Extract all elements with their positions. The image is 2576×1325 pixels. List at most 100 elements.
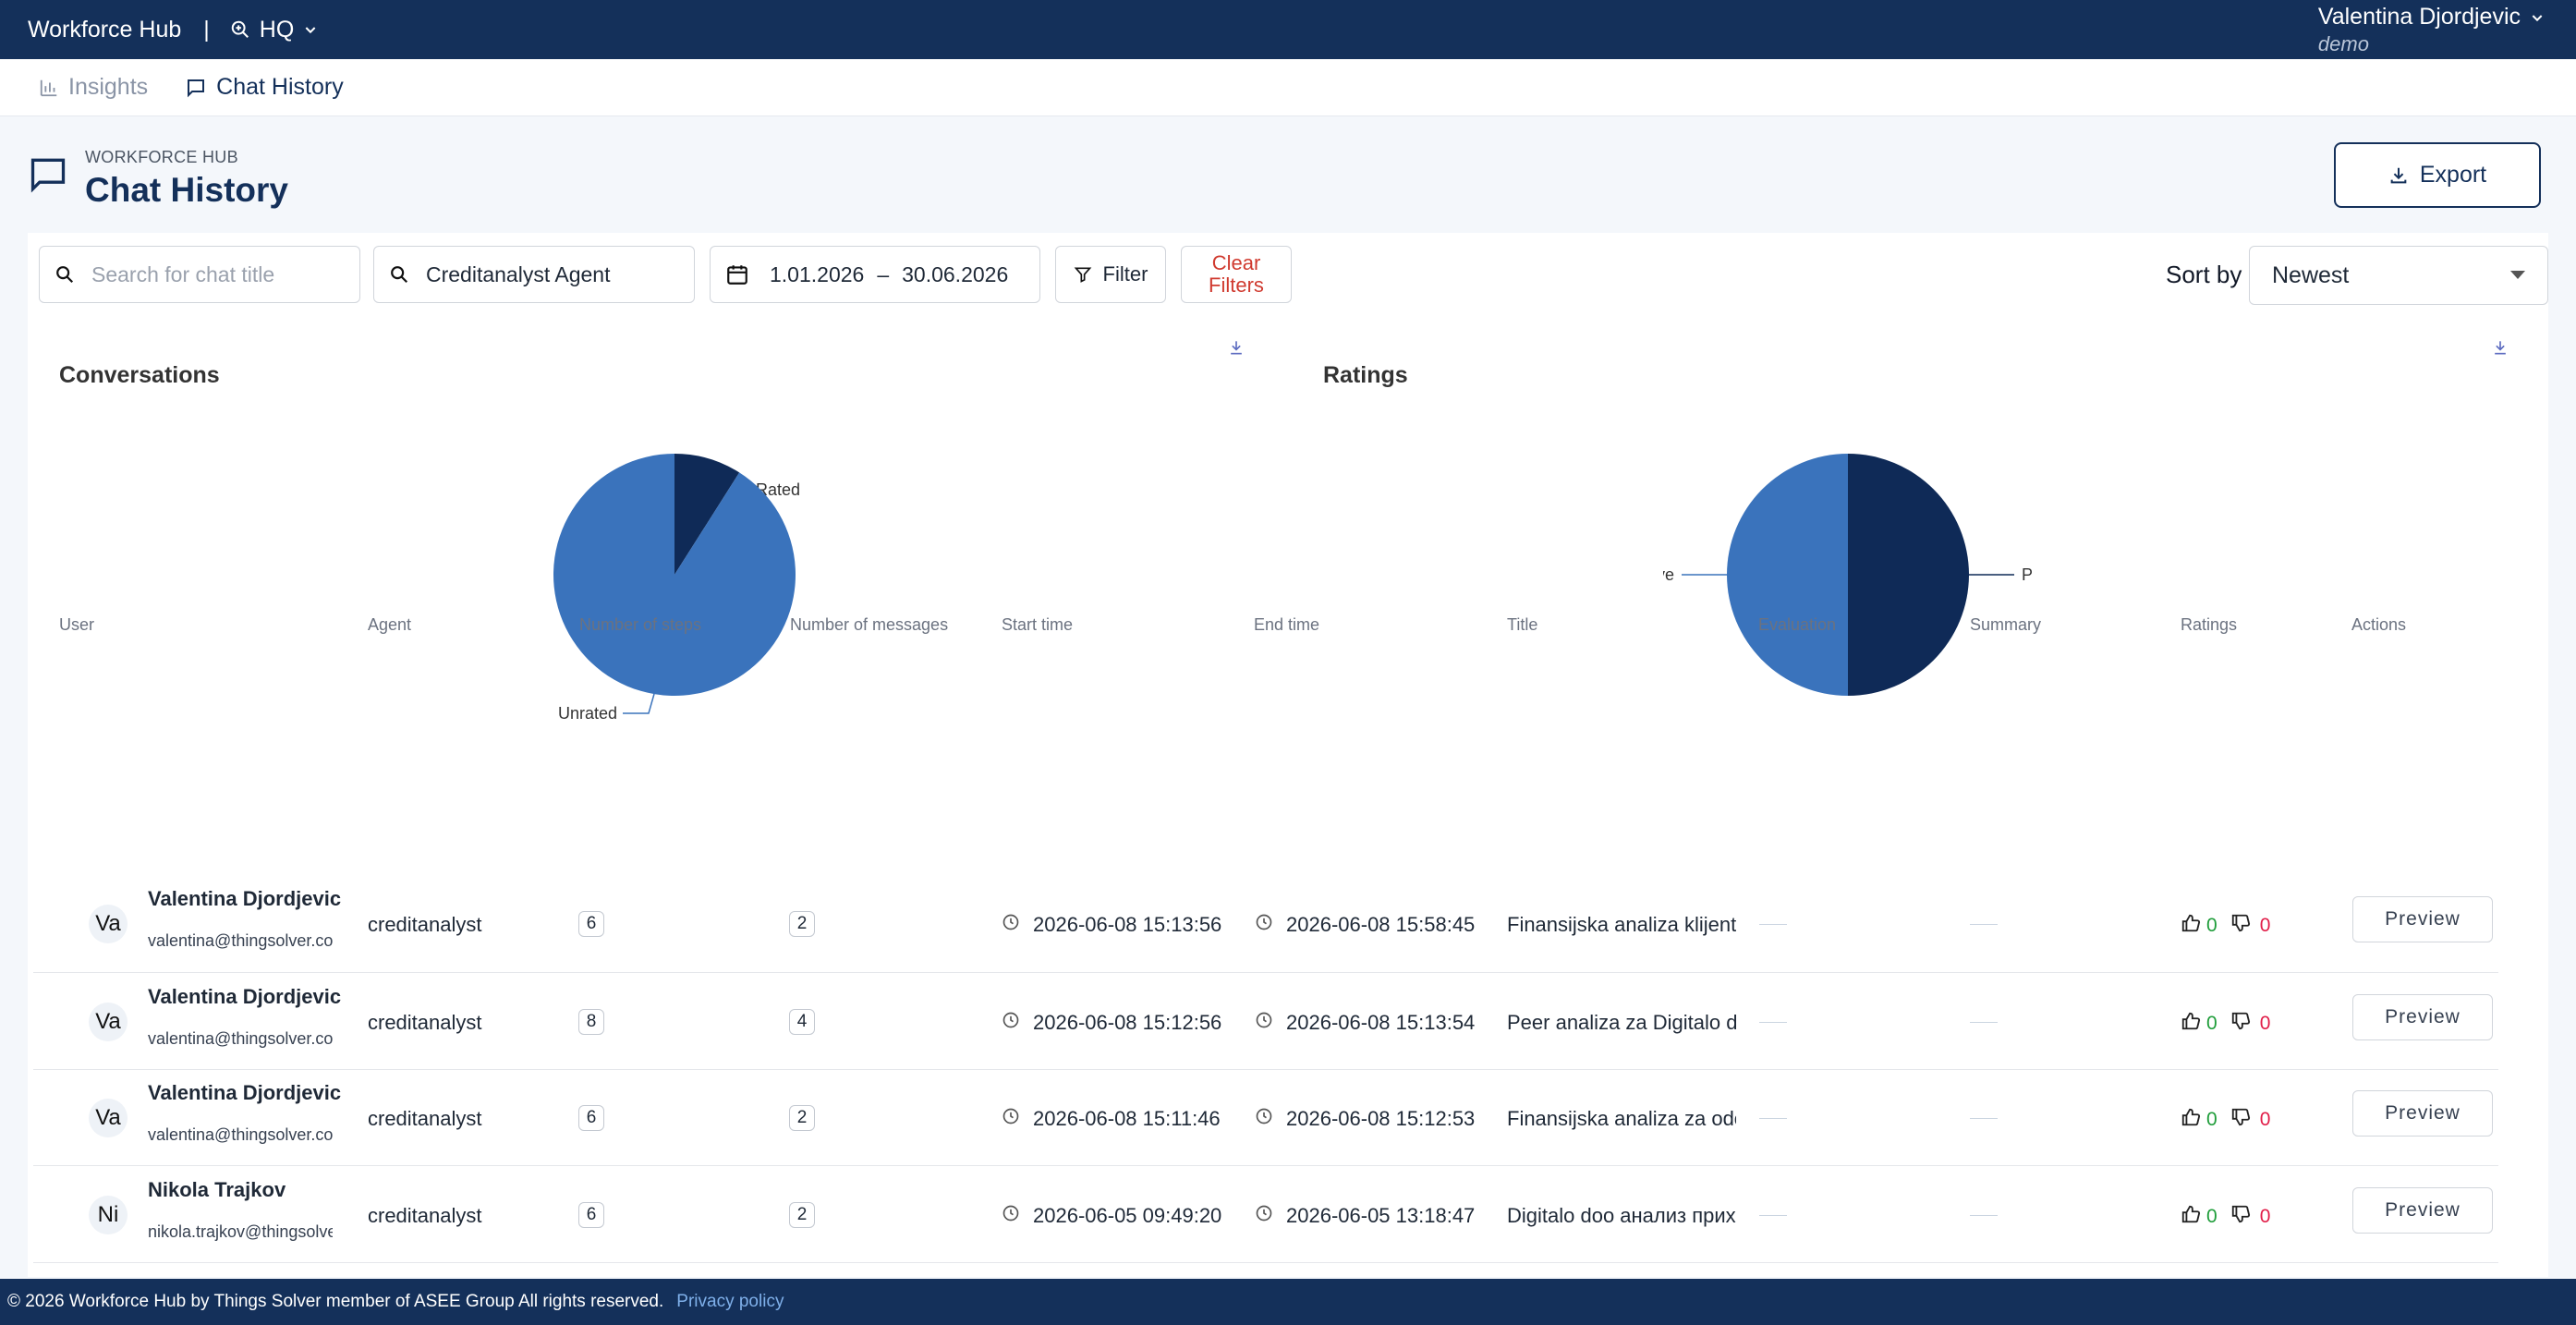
thumbs-up-icon[interactable] [2181,1107,2201,1133]
column-header: Evaluation [1758,615,1837,634]
ratings-chart-title: Ratings [1323,362,1408,388]
user-role: demo [2317,32,2369,55]
end-time-value: 2026-06-08 15:13:54 [1286,1011,1476,1034]
user-email: valentina@thingsolver.com [148,1125,333,1144]
preview-button[interactable]: Preview [2352,896,2493,942]
tab-insights-label: Insights [68,74,149,100]
user-menu[interactable]: Valentina Djordjevic demo [2318,4,2545,56]
evaluation-empty [1759,1215,1787,1216]
thumbs-up-icon[interactable] [2181,913,2201,939]
messages-badge: 2 [789,1105,815,1131]
user-name: Valentina Djordjevic [148,1081,342,1104]
bar-chart-icon [40,79,57,96]
thumbs-up-icon[interactable] [2181,1011,2201,1037]
main-card: Search for chat title Creditanalyst Agen… [28,233,2548,1277]
privacy-policy-link[interactable]: Privacy policy [676,1292,784,1311]
export-button[interactable]: Export [2334,142,2541,208]
brand-name[interactable]: Workforce Hub [28,16,182,43]
download-icon [2390,167,2407,183]
clear-label-line2: Filters [1209,274,1264,297]
user-email: nikola.trajkov@thingsolver. [148,1222,333,1241]
location-search-icon [231,20,249,38]
thumbs-down-icon[interactable] [2230,1204,2251,1230]
tab-chat-history[interactable]: Chat History [185,74,344,101]
pie-slice-negative[interactable] [1727,454,1848,696]
table-row[interactable]: Va Valentina Djordjevic valentina@things… [33,973,2498,1070]
thumbs-up-icon[interactable] [2181,1204,2201,1230]
preview-button[interactable]: Preview [2352,994,2493,1040]
start-time-value: 2026-06-08 15:13:56 [1033,913,1222,936]
avatar: Va [89,1003,128,1041]
conversations-chart-title: Conversations [59,362,220,388]
agent-name: creditanalyst [368,1107,482,1130]
column-header: Title [1507,615,1538,634]
pie-label-unrated: Unrated [558,704,617,723]
end-time-value: 2026-06-05 13:18:47 [1286,1204,1476,1227]
clear-label-line1: Clear [1211,251,1261,274]
user-email: valentina@thingsolver.com [148,1029,333,1048]
agent-value: Creditanalyst Agent [426,261,611,286]
pie-slice-unrated[interactable] [553,454,796,696]
page-title: Chat History [85,171,288,209]
chat-icon [30,158,66,193]
location-selector[interactable]: HQ [230,17,319,43]
column-header: User [59,615,95,634]
clear-filters-button[interactable]: Clear Filters [1181,246,1292,303]
clock-icon [1255,1204,1273,1228]
start-time: 2026-06-08 15:12:56 [1002,1011,1221,1035]
chat-title: Digitalo doo анализ прихода [1507,1204,1736,1227]
agent-name: creditanalyst [368,913,482,936]
column-header: Summary [1970,615,2042,634]
thumbs-down-icon[interactable] [2230,1107,2251,1133]
steps-badge: 6 [578,1202,604,1228]
chevron-down-icon [305,27,316,34]
summary-empty [1970,1022,1998,1023]
column-header: Number of messages [790,615,949,634]
preview-button[interactable]: Preview [2352,1187,2493,1234]
summary-empty [1970,924,1998,925]
table-row[interactable]: Va Valentina Djordjevic valentina@things… [33,1069,2498,1166]
export-label: Export [2419,162,2487,188]
pie-slice-positive[interactable] [1848,454,1969,696]
start-time-value: 2026-06-08 15:12:56 [1033,1011,1222,1034]
table-row[interactable]: Ni Nikola Trajkov nikola.trajkov@thingso… [33,1166,2498,1263]
date-from: 1.01.2026 [770,261,865,286]
end-time: 2026-06-05 13:18:47 [1255,1204,1475,1228]
negative-count: 0 [2259,1206,2271,1227]
avatar: Va [89,905,128,943]
thumbs-down-icon[interactable] [2230,913,2251,939]
agent-name: creditanalyst [368,1011,482,1034]
thumbs-down-icon[interactable] [2230,1011,2251,1037]
negative-count: 0 [2259,1109,2271,1130]
column-header: Actions [2351,615,2407,634]
ratings-download-icon[interactable] [2491,338,2509,357]
start-time: 2026-06-05 09:49:20 [1002,1204,1221,1228]
user-name: Valentina Djordjevic [148,985,342,1008]
negative-count: 0 [2259,1013,2271,1034]
positive-count: 0 [2206,1206,2218,1227]
pie-slice-rated[interactable] [674,454,740,575]
breadcrumb: WORKFORCE HUB [85,148,238,166]
sort-select[interactable]: Newest [2249,246,2548,305]
footer: © 2026 Workforce Hub by Things Solver me… [0,1279,2576,1325]
steps-badge: 6 [578,911,604,937]
preview-button[interactable]: Preview [2352,1090,2493,1137]
filter-label: Filter [1102,262,1148,286]
filter-button[interactable]: Filter [1055,246,1166,303]
agent-search-input[interactable]: Creditanalyst Agent [373,246,695,303]
ratings: 0 0 [2181,1107,2270,1133]
conversations-download-icon[interactable] [1227,338,1245,357]
table-row[interactable]: Va Valentina Djordjevic valentina@things… [33,887,2498,973]
clock-icon [1002,913,1020,937]
evaluation-empty [1759,1118,1787,1119]
column-header: Number of steps [579,615,702,634]
search-input[interactable]: Search for chat title [39,246,360,303]
start-time-value: 2026-06-05 09:49:20 [1033,1204,1222,1227]
tab-insights[interactable]: Insights [39,74,148,101]
chevron-down-icon [2532,14,2543,21]
end-time: 2026-06-08 15:13:54 [1255,1011,1475,1035]
ratings: 0 0 [2181,1011,2270,1037]
pie-label-rated: Rated [756,480,800,499]
chat-title: Peer analiza za Digitalo doo [1507,1011,1736,1034]
date-range-picker[interactable]: 1.01.2026 – 30.06.2026 [710,246,1040,303]
